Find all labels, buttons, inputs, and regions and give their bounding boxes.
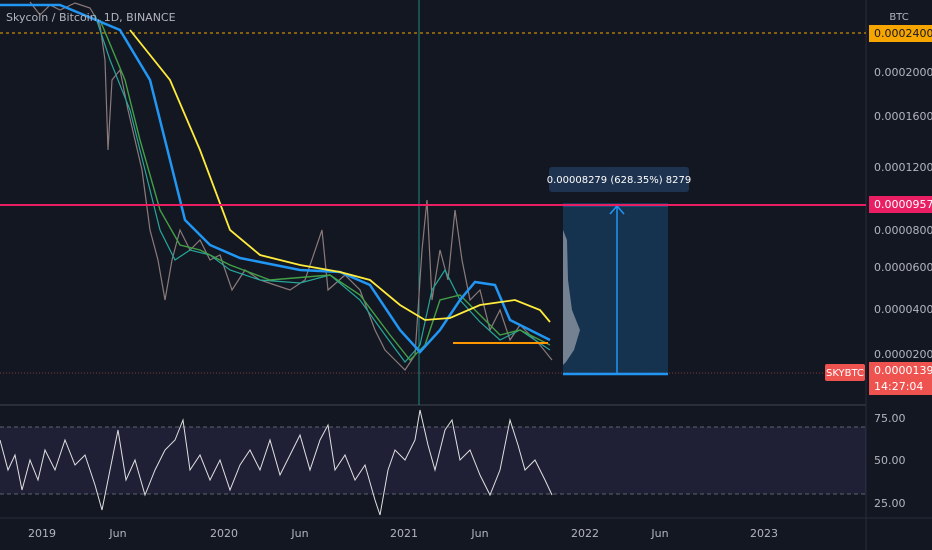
measure-label-box	[549, 167, 689, 192]
target-level-label: 0.00009570	[874, 198, 932, 211]
symbol-tag	[825, 364, 865, 381]
time-axis-label: 2019	[28, 527, 56, 540]
currency-label: BTC	[889, 12, 908, 23]
ma-blue	[0, 3, 551, 354]
upper-level-tag	[869, 25, 932, 42]
time-axis-label: 2023	[750, 527, 778, 540]
rsi-band	[0, 427, 866, 494]
last-price-label: 0.00001393	[874, 364, 932, 377]
countdown-label: 14:27:04	[874, 380, 923, 393]
ma-yellow	[129, 29, 551, 323]
time-axis-label: Jun	[290, 527, 308, 540]
target-level-tag	[869, 196, 932, 213]
rsi-axis-label: 25.00	[874, 497, 906, 510]
time-axis-label: Jun	[650, 527, 668, 540]
price-series	[29, 1, 553, 371]
time-axis-label: 2022	[571, 527, 599, 540]
rsi-axis-label: 50.00	[874, 454, 906, 467]
rsi-line	[0, 409, 553, 516]
chart-title: Skycoin / Bitcoin, 1D, BINANCE	[6, 11, 176, 24]
symbol-label: SKYBTC	[826, 368, 864, 379]
time-axis-label: 2021	[390, 527, 418, 540]
time-axis-label: Jun	[470, 527, 488, 540]
ma-medium	[99, 19, 551, 362]
volume-profile	[563, 230, 580, 365]
rsi-axis-label: 75.00	[874, 412, 906, 425]
time-axis-label: 2020	[210, 527, 238, 540]
time-axis-label: Jun	[108, 527, 126, 540]
measure-box	[563, 204, 668, 374]
measure-label: 0.00008279 (628.35%) 8279	[547, 175, 692, 186]
last-price-tag	[869, 362, 932, 395]
